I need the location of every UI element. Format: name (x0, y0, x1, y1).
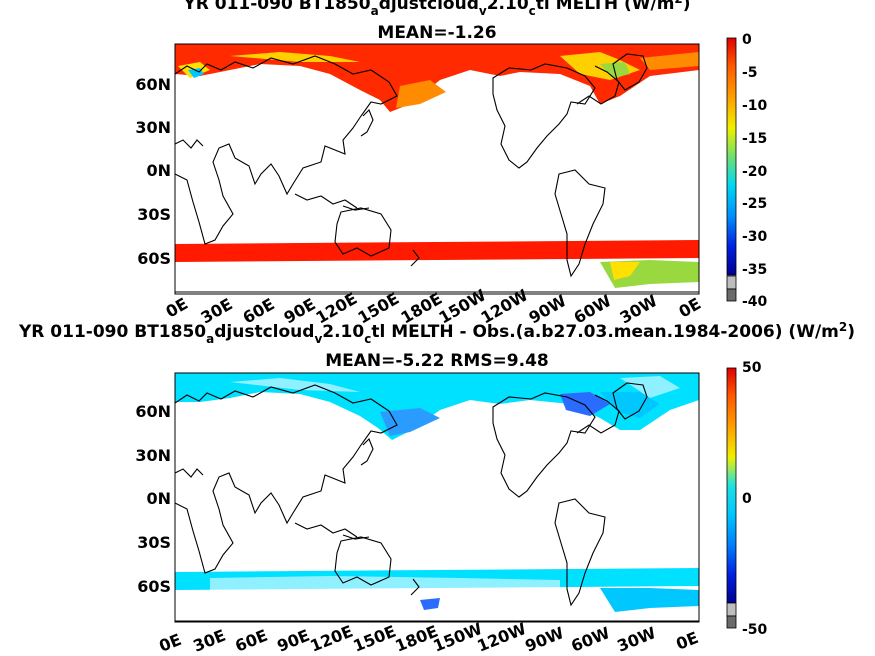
lon-tick-label: 120W (474, 619, 529, 656)
lon-tick-label: 60W (568, 623, 612, 656)
lat-axis-top: 60N 30N 0N 30S 60S (135, 75, 171, 268)
map-top (175, 44, 699, 294)
colorbar-tick-label: -50 (742, 622, 768, 638)
lat-tick-label: 60S (137, 577, 171, 596)
lat-tick-label: 60S (137, 249, 171, 268)
lat-tick-label: 30N (135, 118, 171, 137)
colorbar-tick-label: -30 (742, 229, 768, 245)
panel-bottom-title: YR 011-090 BT1850adjustcloudv2.10ctl MEL… (18, 320, 855, 346)
lat-tick-label: 30S (137, 205, 171, 224)
lon-tick-label: 30W (614, 623, 658, 656)
colorbar-tick-label: -35 (742, 262, 767, 278)
colorbar-bottom: 50 0 -50 (726, 360, 768, 638)
lat-tick-label: 30S (137, 533, 171, 552)
colorbar-tick-label: -5 (742, 65, 758, 81)
colorbar-tick-label: -10 (742, 98, 768, 114)
lat-tick-label: 30N (135, 446, 171, 465)
panel-bottom-subtitle: MEAN=-5.22 RMS=9.48 (325, 351, 549, 371)
colorbar-tick-label: -20 (742, 164, 768, 180)
lon-tick-label: 0E (673, 628, 701, 654)
map-bottom (175, 373, 699, 622)
colorbar-tick-label: -40 (742, 294, 768, 310)
lon-tick-label: 0E (156, 630, 184, 656)
lon-tick-label: 0E (163, 294, 192, 321)
panel-top-title: YR 011-090 BT1850adjustcloudv2.10ctl MEL… (182, 0, 690, 18)
colorbar-tick-label: -15 (742, 131, 767, 147)
lon-tick-label: 30E (190, 626, 228, 656)
panel-top: YR 011-090 BT1850adjustcloudv2.10ctl MEL… (135, 0, 767, 327)
colorbar-top: 0 -5 -10 -15 -20 -25 -30 -35 -40 (726, 32, 768, 310)
map-top-frame (174, 43, 700, 295)
panel-top-subtitle: MEAN=-1.26 (377, 23, 496, 43)
lat-tick-label: 60N (135, 402, 171, 421)
lon-tick-label: 90E (274, 626, 312, 656)
colorbar-tick-label: -25 (742, 196, 767, 212)
lon-tick-label: 150E (350, 621, 398, 655)
lon-tick-label: 120E (307, 621, 355, 655)
lat-tick-label: 0N (146, 489, 171, 508)
lon-tick-label: 0E (676, 294, 705, 321)
lon-tick-label: 90W (522, 623, 566, 656)
lat-axis-bottom: 60N 30N 0N 30S 60S (135, 402, 171, 596)
colorbar-tick-label: 0 (742, 491, 752, 507)
lon-tick-label: 60E (232, 626, 270, 656)
lat-tick-label: 60N (135, 75, 171, 94)
colorbar-tick-label: 0 (742, 32, 752, 48)
colorbar-tick-label: 50 (742, 360, 762, 376)
panel-bottom: YR 011-090 BT1850adjustcloudv2.10ctl MEL… (18, 320, 855, 656)
lon-axis-bottom: 0E 30E 60E 90E 120E 150E 180E 150W 120W … (156, 619, 701, 656)
lat-tick-label: 0N (146, 161, 171, 180)
map-bottom-frame (174, 372, 700, 623)
